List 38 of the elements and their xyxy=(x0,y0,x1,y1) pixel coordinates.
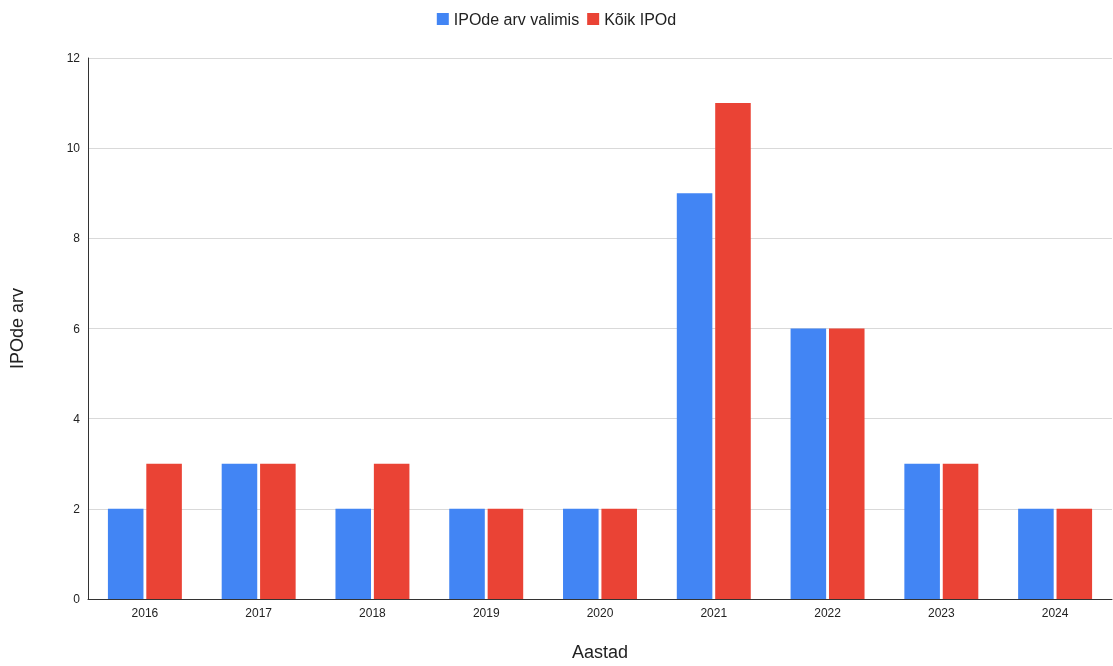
y-tick-label: 4 xyxy=(73,411,81,426)
bar xyxy=(1056,508,1093,599)
bar xyxy=(715,103,751,599)
x-tick-label: 2019 xyxy=(472,606,500,620)
y-tick-label: 8 xyxy=(73,231,81,246)
x-tick-label: 2024 xyxy=(1041,606,1069,620)
bar xyxy=(449,508,485,599)
bar xyxy=(107,508,144,599)
legend-label: IPOde arv valimis xyxy=(453,10,580,28)
y-tick-label: 2 xyxy=(73,501,81,516)
bar xyxy=(146,463,182,599)
x-tick-label: 2018 xyxy=(359,606,387,620)
x-tick-label: 2021 xyxy=(700,606,728,620)
y-tick-label: 6 xyxy=(73,321,81,336)
bar xyxy=(563,508,599,599)
x-tick-label: 2016 xyxy=(131,606,159,620)
x-tick-label: 2017 xyxy=(245,606,273,620)
bar xyxy=(487,508,524,599)
bar xyxy=(373,463,410,599)
y-axis-title: IPOde arv xyxy=(7,287,27,370)
x-tick-label: 2023 xyxy=(927,606,955,620)
bar xyxy=(790,328,827,599)
bar xyxy=(260,463,296,599)
bar xyxy=(942,463,979,599)
bar xyxy=(828,328,865,599)
y-tick-label: 0 xyxy=(73,592,81,606)
bar xyxy=(221,463,258,599)
bar xyxy=(1018,508,1054,599)
y-tick-label: 10 xyxy=(66,141,81,156)
x-tick-label: 2020 xyxy=(586,606,614,620)
x-axis-title: Aastad xyxy=(571,642,629,662)
y-tick-label: 12 xyxy=(66,51,81,65)
legend-label: Kõik IPOd xyxy=(604,10,677,28)
bar xyxy=(904,463,940,599)
bar xyxy=(335,508,372,599)
x-tick-label: 2022 xyxy=(814,606,842,620)
bar xyxy=(676,193,713,599)
bar xyxy=(601,508,637,599)
